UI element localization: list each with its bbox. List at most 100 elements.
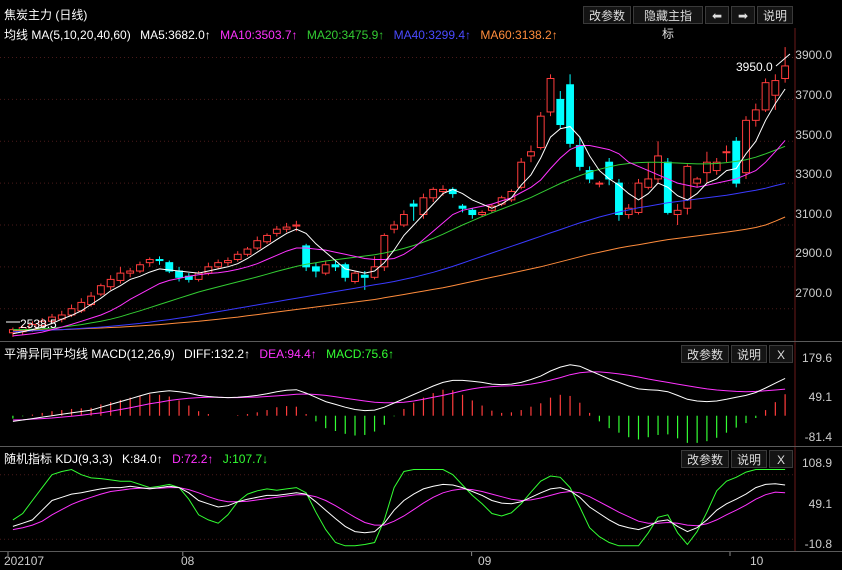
instrument-title: 焦炭主力 (日线) bbox=[4, 8, 88, 22]
candle-body bbox=[106, 278, 115, 288]
k-line bbox=[12, 483, 786, 534]
candle-body bbox=[224, 260, 232, 264]
ma10-value: MA10:3503.7↑ bbox=[220, 28, 298, 42]
kdj-params-button[interactable]: 改参数 bbox=[681, 450, 729, 468]
candle-body bbox=[302, 245, 311, 268]
main-params-button[interactable]: 改参数 bbox=[583, 6, 631, 24]
kdj-k-value: K:84.0↑ bbox=[122, 452, 163, 466]
ma10-line bbox=[12, 140, 786, 337]
candle-body bbox=[458, 205, 467, 209]
candle-body bbox=[399, 214, 408, 226]
candle-body bbox=[615, 182, 623, 216]
candle-body bbox=[282, 226, 291, 230]
candle-body bbox=[575, 144, 584, 167]
yaxis-label: 3300.0 bbox=[795, 167, 832, 181]
candle-body bbox=[331, 264, 340, 268]
macd-title: 平滑异同平均线 MACD(12,26,9) bbox=[4, 347, 175, 361]
candle-body bbox=[546, 77, 555, 113]
next-arrow-icon[interactable]: ➡ bbox=[731, 6, 755, 24]
ma60-line bbox=[12, 216, 786, 332]
candle-body bbox=[409, 203, 418, 207]
panel-separator[interactable] bbox=[0, 341, 842, 342]
date-label: 08 bbox=[181, 554, 195, 568]
macd-legend: 平滑异同平均线 MACD(12,26,9) DIFF:132.2↑ DEA:94… bbox=[4, 345, 394, 362]
candle-body bbox=[311, 266, 320, 272]
macd-params-button[interactable]: 改参数 bbox=[681, 345, 729, 363]
candle-body bbox=[595, 182, 604, 185]
candle-body bbox=[165, 262, 174, 272]
macd-yaxis-label: 49.1 bbox=[808, 390, 832, 404]
ma40-value: MA40:3299.4↑ bbox=[393, 28, 471, 42]
kdj-yaxis-label: 49.1 bbox=[808, 497, 832, 511]
candle-body bbox=[145, 259, 154, 264]
candle-body bbox=[48, 316, 56, 322]
candle-body bbox=[702, 161, 711, 174]
kdj-close-icon[interactable]: X bbox=[769, 450, 793, 468]
candle-body bbox=[38, 320, 47, 326]
date-label: 202107 bbox=[4, 554, 45, 568]
macd-close-icon[interactable]: X bbox=[769, 345, 793, 363]
candle-body bbox=[751, 109, 760, 121]
main-help-button[interactable]: 说明 bbox=[757, 6, 793, 24]
date-label: 10 bbox=[750, 554, 764, 568]
candle-body bbox=[439, 188, 447, 193]
candle-body bbox=[468, 209, 477, 216]
kdj-legend: 随机指标 KDJ(9,3,3) K:84.0↑ D:72.2↑ J:107.7↓ bbox=[4, 450, 268, 467]
candle-body bbox=[96, 285, 105, 295]
candle-body bbox=[126, 270, 135, 274]
ma-label: 均线 MA(5,10,20,40,60) bbox=[4, 28, 131, 42]
kdj-d-value: D:72.2↑ bbox=[172, 452, 214, 466]
candle-body bbox=[536, 115, 545, 149]
candle-body bbox=[155, 259, 164, 262]
panel-separator[interactable] bbox=[0, 446, 842, 447]
candle-body bbox=[429, 188, 438, 199]
candle-body bbox=[742, 119, 750, 174]
kdj-yaxis-label: -10.8 bbox=[804, 537, 832, 551]
candle-body bbox=[263, 234, 271, 243]
diff-line bbox=[12, 364, 786, 422]
kdj-help-button[interactable]: 说明 bbox=[731, 450, 767, 468]
candle-body bbox=[693, 178, 702, 184]
candle-body bbox=[624, 207, 633, 216]
candle-body bbox=[292, 224, 301, 227]
candle-body bbox=[321, 264, 330, 274]
candle-body bbox=[771, 80, 780, 96]
prev-arrow-icon[interactable]: ⬅ bbox=[705, 6, 729, 24]
candle-body bbox=[712, 161, 721, 172]
high-marker-arrow bbox=[775, 53, 791, 67]
ma40-line bbox=[12, 182, 786, 333]
kdj-title: 随机指标 KDJ(9,3,3) bbox=[4, 452, 113, 466]
macd-dea-value: DEA:94.4↑ bbox=[259, 347, 317, 361]
candle-body bbox=[136, 264, 144, 272]
candle-body bbox=[214, 262, 223, 268]
ma5-line bbox=[12, 88, 786, 335]
candle-body bbox=[341, 264, 350, 278]
macd-help-button[interactable]: 说明 bbox=[731, 345, 767, 363]
candle-body bbox=[243, 248, 252, 255]
candle-body bbox=[360, 274, 369, 278]
macd-diff-value: DIFF:132.2↑ bbox=[184, 347, 251, 361]
candle-body bbox=[517, 161, 526, 188]
ma60-value: MA60:3138.2↑ bbox=[480, 28, 558, 42]
d-line bbox=[12, 487, 786, 531]
candle-body bbox=[654, 155, 662, 180]
candle-body bbox=[722, 151, 731, 154]
ma5-value: MA5:3682.0↑ bbox=[140, 28, 211, 42]
candle-body bbox=[390, 224, 399, 230]
candle-body bbox=[233, 253, 242, 261]
macd-macd-value: MACD:75.6↑ bbox=[326, 347, 395, 361]
candle-body bbox=[116, 272, 125, 281]
candle-body bbox=[253, 240, 262, 249]
date-axis-separator bbox=[0, 551, 842, 552]
ma20-value: MA20:3475.9↑ bbox=[306, 28, 385, 42]
candle-body bbox=[585, 170, 594, 180]
macd-yaxis-label: -81.4 bbox=[804, 430, 832, 444]
hide-main-indicator-button[interactable]: 隐藏主指标 bbox=[633, 6, 703, 41]
j-line bbox=[12, 468, 786, 547]
candle-body bbox=[761, 82, 770, 111]
yaxis-label: 2700.0 bbox=[795, 286, 832, 300]
candle-body bbox=[380, 234, 389, 268]
candle-body bbox=[644, 178, 653, 188]
